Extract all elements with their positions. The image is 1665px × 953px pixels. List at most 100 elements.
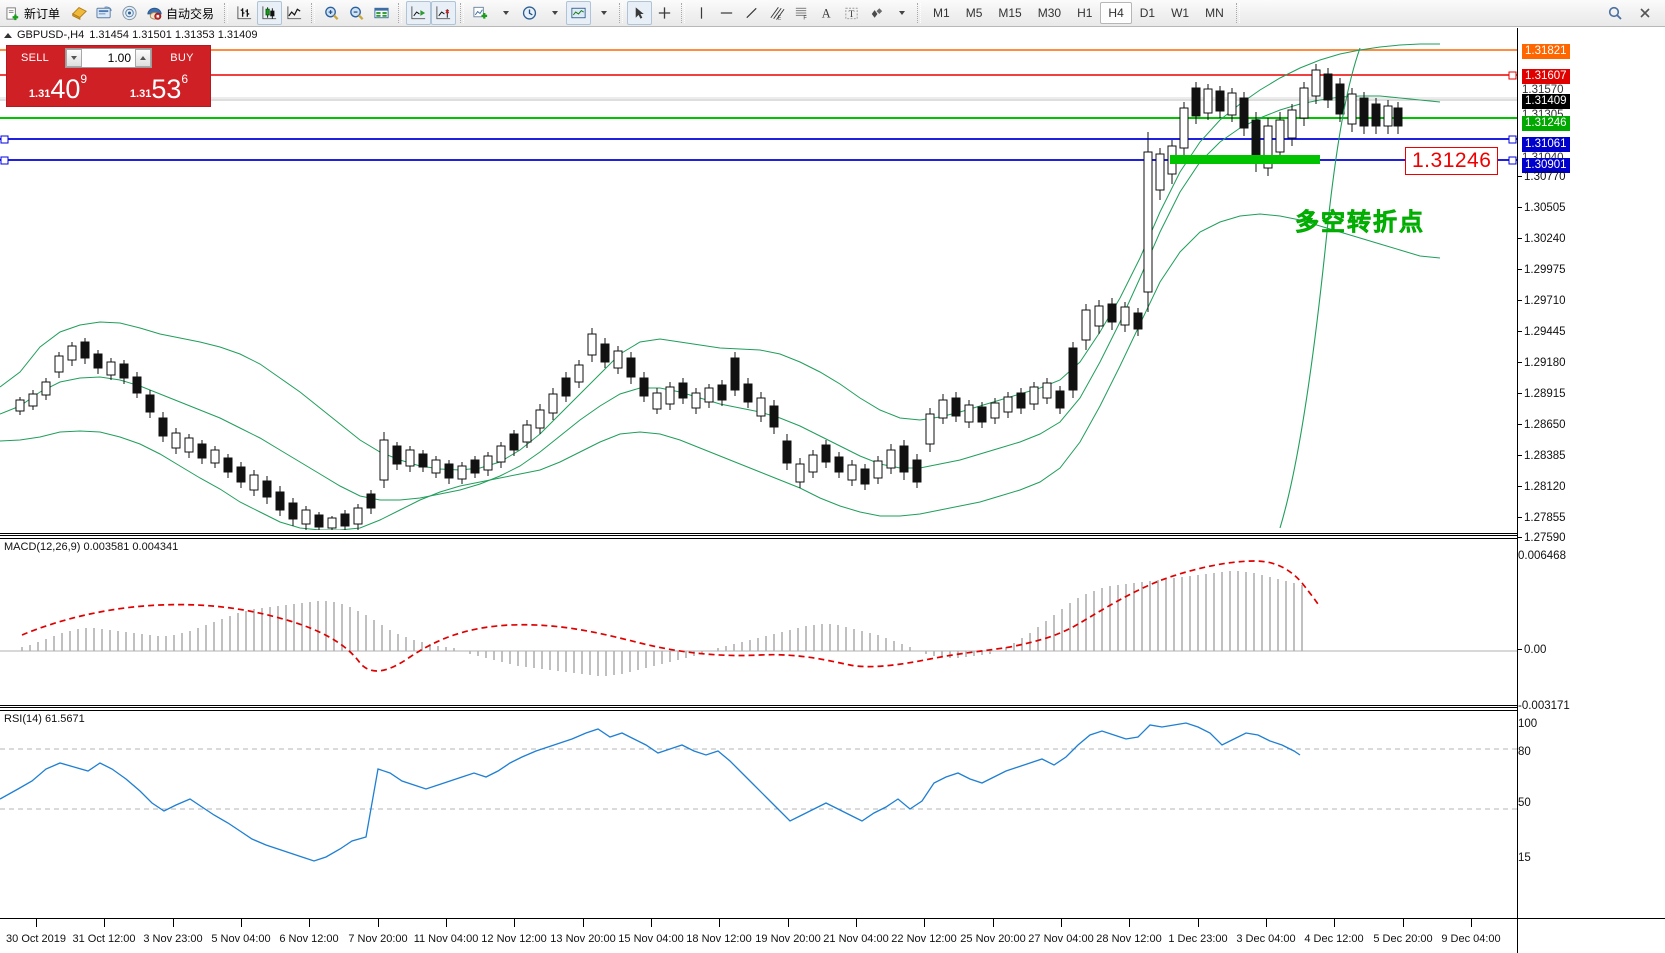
- indicators-dropdown[interactable]: [493, 1, 517, 25]
- text-label-icon: T: [845, 7, 858, 20]
- search-button[interactable]: [1603, 1, 1627, 25]
- order-handle-blue-left-1: [0, 135, 9, 144]
- text-button[interactable]: A: [814, 1, 839, 25]
- price-tick-text: 1.29445: [1524, 326, 1566, 338]
- price-tick-text: 1.27855: [1524, 512, 1566, 524]
- price-label-red: 1.31607: [1522, 69, 1570, 84]
- volume-up-button[interactable]: [135, 49, 151, 67]
- timeframe-m30[interactable]: M30: [1037, 6, 1062, 20]
- price-chart-pane[interactable]: 1.31246 多空转折点: [0, 42, 1517, 530]
- crosshair-button[interactable]: [652, 1, 677, 25]
- candlestick-chart-button[interactable]: [257, 1, 283, 25]
- price-tick-0: 1.30770: [1518, 171, 1566, 183]
- trendline-button[interactable]: [739, 1, 764, 25]
- svg-text:A: A: [822, 7, 831, 21]
- new-order-button[interactable]: 新订单: [2, 1, 66, 25]
- chart-shift-button[interactable]: [431, 1, 457, 25]
- shapes-button[interactable]: [864, 1, 889, 25]
- volume-stepper[interactable]: 1.00: [65, 48, 152, 68]
- triangle-up-icon[interactable]: [4, 32, 12, 38]
- shapes-dropdown[interactable]: [889, 1, 913, 25]
- sell-button[interactable]: SELL: [9, 48, 61, 68]
- templates-dropdown[interactable]: [591, 1, 615, 25]
- time-mark: [993, 919, 994, 927]
- rsi-line: [0, 722, 1301, 862]
- time-mark: [446, 919, 447, 927]
- timeframe-d1[interactable]: D1: [1139, 6, 1156, 20]
- time-tick-12: 21 Nov 04:00: [823, 933, 889, 945]
- line-chart-button[interactable]: [282, 1, 307, 25]
- timeframe-h4[interactable]: H4: [1100, 2, 1132, 24]
- time-tick-20: 5 Dec 20:00: [1373, 933, 1433, 945]
- macd-pane[interactable]: MACD(12,26,9) 0.003581 0.004341: [0, 538, 1517, 705]
- sell-quote[interactable]: 1.31 40 9: [9, 70, 107, 104]
- buy-quote[interactable]: 1.31 53 6: [110, 70, 208, 104]
- price-tick-text: 1.27590: [1524, 532, 1566, 544]
- price-label-blue-1: 1.31061: [1522, 137, 1570, 152]
- expert-advisors-button[interactable]: [66, 1, 92, 25]
- timeframe-m15[interactable]: M15: [998, 6, 1022, 20]
- time-mark: [309, 919, 310, 927]
- toolbar-separator: [917, 3, 922, 23]
- equidistant-channel-icon: E: [770, 7, 785, 21]
- price-label-green: 1.31246: [1522, 116, 1570, 131]
- data-window-button[interactable]: [369, 1, 394, 25]
- timeframe-w1[interactable]: W1: [1171, 6, 1190, 20]
- rsi-tick-text: 15: [1518, 852, 1531, 864]
- price-tick-text: 1.28120: [1524, 481, 1566, 493]
- zoom-out-button[interactable]: [344, 1, 369, 25]
- volume-dropdown-button[interactable]: [66, 49, 82, 67]
- clock-icon: [522, 6, 537, 20]
- buy-button[interactable]: BUY: [156, 48, 208, 68]
- chart-header: GBPUSD-,H4 1.31454 1.31501 1.31353 1.314…: [0, 28, 1665, 42]
- periods-dropdown[interactable]: [542, 1, 566, 25]
- templates-button[interactable]: [566, 1, 592, 25]
- search-icon: [1608, 6, 1622, 20]
- timeframe-mn[interactable]: MN: [1205, 6, 1224, 20]
- chevron-down-icon: [898, 11, 905, 15]
- close-chart-button[interactable]: [1633, 1, 1657, 25]
- price-scale[interactable]: 1.31821 1.31607 1.31570 1.31409 1.31305 …: [1517, 28, 1665, 945]
- price-tick-131570: 1.31570: [1522, 84, 1564, 96]
- indicators-button[interactable]: [468, 1, 493, 25]
- periods-button[interactable]: [517, 1, 542, 25]
- zoom-in-button[interactable]: [319, 1, 344, 25]
- signals-button[interactable]: [117, 1, 142, 25]
- price-tick-8: 1.28650: [1518, 419, 1566, 431]
- new-order-icon: [6, 6, 19, 20]
- time-tick-0: 30 Oct 2019: [6, 933, 66, 945]
- rsi-pane[interactable]: RSI(14) 61.5671: [0, 710, 1517, 917]
- timeframe-m1[interactable]: M1: [933, 6, 950, 20]
- chart-ohlc-label: 1.31454 1.31501 1.31353 1.31409: [89, 29, 258, 41]
- pane-separator-2: [0, 705, 1517, 708]
- time-scale[interactable]: 30 Oct 2019 31 Oct 12:00 3 Nov 23:00 5 N…: [0, 918, 1517, 953]
- price-tick-3: 1.29975: [1518, 264, 1566, 276]
- timeframe-h1[interactable]: H1: [1077, 6, 1093, 20]
- chart-symbol-label: GBPUSD-,H4: [17, 29, 85, 41]
- volume-value[interactable]: 1.00: [107, 51, 131, 65]
- candlestick-series: [15, 64, 1403, 530]
- bar-chart-button[interactable]: [232, 1, 257, 25]
- auto-scroll-button[interactable]: [406, 1, 432, 25]
- timeframe-m5[interactable]: M5: [965, 6, 983, 20]
- autotrading-button[interactable]: 自动交易: [142, 1, 220, 25]
- chevron-down-icon: [600, 11, 607, 15]
- time-tick-8: 13 Nov 20:00: [550, 933, 616, 945]
- vertical-line-button[interactable]: [689, 1, 714, 25]
- terminal-button[interactable]: [92, 1, 117, 25]
- text-label-button[interactable]: T: [839, 1, 864, 25]
- line-chart-icon: [287, 6, 302, 20]
- price-tick-text: 1.29710: [1524, 295, 1566, 307]
- zoom-out-icon: [350, 6, 364, 20]
- rsi-tick-text: 80: [1518, 746, 1531, 758]
- rsi-tick-15: 15: [1518, 852, 1531, 864]
- fibonacci-button[interactable]: F: [789, 1, 814, 25]
- equidistant-channel-button[interactable]: E: [764, 1, 789, 25]
- shapes-icon: [871, 8, 883, 18]
- one-click-trading-panel[interactable]: SELL 1.00 BUY 1.31 40 9 1.31 53 6: [6, 45, 211, 107]
- cursor-button[interactable]: [627, 1, 653, 25]
- time-tick-5: 7 Nov 20:00: [348, 933, 408, 945]
- price-tick-text: 1.30240: [1524, 233, 1566, 245]
- horizontal-line-button[interactable]: [714, 1, 739, 25]
- toolbar-separator: [460, 3, 465, 23]
